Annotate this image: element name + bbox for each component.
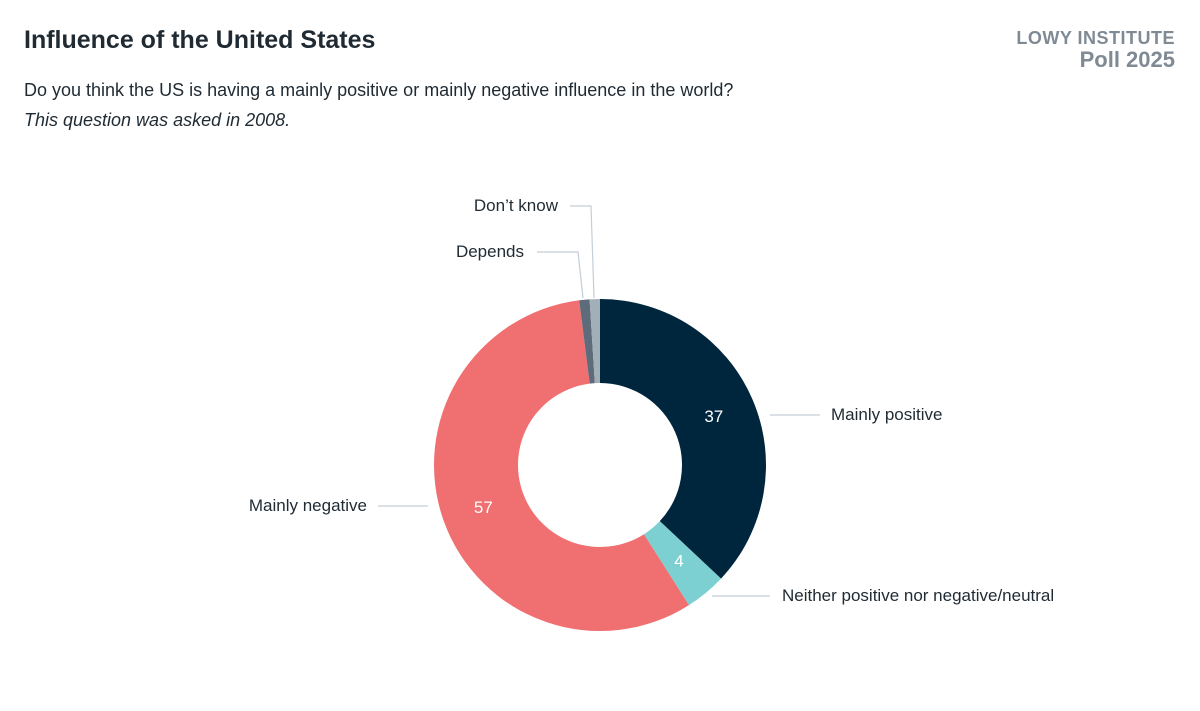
slice-0 xyxy=(600,299,766,579)
brand-logo: LOWY INSTITUTE Poll 2025 xyxy=(1016,29,1175,71)
slice-2 xyxy=(434,300,689,631)
legend-label-dont-know: Don’t know xyxy=(473,196,558,215)
data-label-2: 57 xyxy=(474,498,493,517)
chart-question: Do you think the US is having a mainly p… xyxy=(24,80,734,100)
slice-4 xyxy=(589,299,600,384)
leader-line-3 xyxy=(537,251,584,299)
legend-label-neither: Neither positive nor negative/neutral xyxy=(782,586,1055,605)
slice-3 xyxy=(579,299,595,384)
leader-line-4 xyxy=(570,205,595,299)
chart-title: Influence of the United States xyxy=(24,26,376,54)
legend-label-mainly-positive: Mainly positive xyxy=(831,405,943,424)
data-label-0: 37 xyxy=(704,407,723,426)
brand-line1: LOWY INSTITUTE xyxy=(1016,28,1175,48)
data-label-1: 4 xyxy=(674,552,683,571)
brand-line2: Poll 2025 xyxy=(1079,47,1175,72)
legend-label-mainly-negative: Mainly negative xyxy=(248,496,367,515)
legend-label-depends: Depends xyxy=(455,242,524,261)
chart-note: This question was asked in 2008. xyxy=(24,110,291,130)
slice-1 xyxy=(643,521,722,606)
